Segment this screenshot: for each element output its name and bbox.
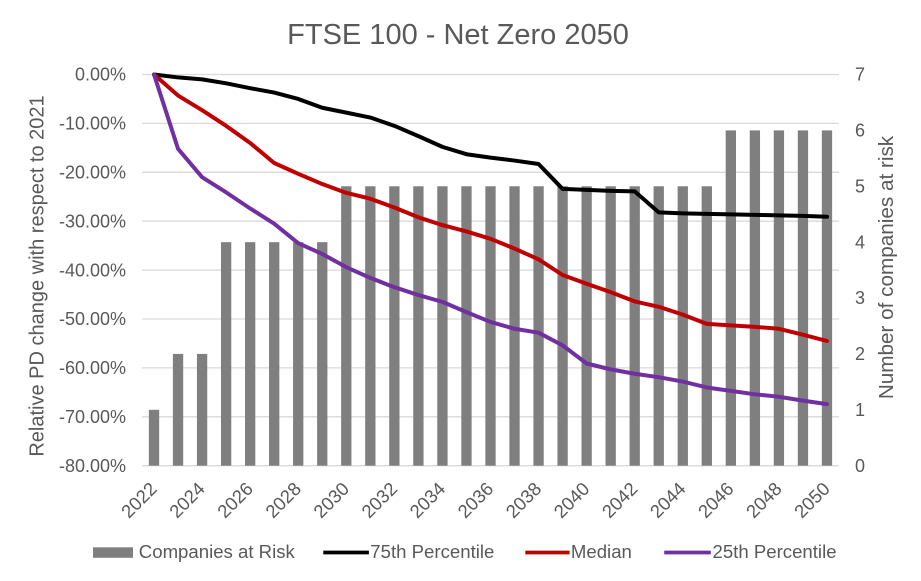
svg-text:3: 3 [855, 288, 865, 308]
svg-text:-20.00%: -20.00% [59, 163, 126, 183]
svg-text:7: 7 [855, 65, 865, 85]
svg-text:-40.00%: -40.00% [59, 260, 126, 280]
svg-text:2048: 2048 [742, 478, 786, 522]
svg-text:2044: 2044 [646, 478, 690, 522]
svg-text:-50.00%: -50.00% [59, 309, 126, 329]
svg-text:2032: 2032 [357, 478, 401, 522]
svg-text:2028: 2028 [261, 478, 305, 522]
svg-text:2040: 2040 [550, 478, 594, 522]
svg-text:-60.00%: -60.00% [59, 358, 126, 378]
svg-text:Companies at Risk: Companies at Risk [139, 541, 296, 562]
svg-text:6: 6 [855, 121, 865, 141]
svg-text:4: 4 [855, 232, 865, 252]
svg-text:75th Percentile: 75th Percentile [370, 541, 494, 562]
svg-text:2: 2 [855, 344, 865, 364]
svg-text:Relative PD change with respec: Relative PD change with respect to 2021 [27, 95, 49, 456]
svg-text:-80.00%: -80.00% [59, 456, 126, 476]
svg-text:2038: 2038 [501, 478, 545, 522]
svg-text:0.00%: 0.00% [75, 65, 126, 85]
svg-text:0: 0 [855, 456, 865, 476]
svg-text:2046: 2046 [694, 478, 738, 522]
svg-text:2042: 2042 [598, 478, 642, 522]
svg-text:Number of companies at risk: Number of companies at risk [875, 135, 898, 399]
svg-text:1: 1 [855, 400, 865, 420]
svg-text:2024: 2024 [165, 478, 209, 522]
svg-text:-70.00%: -70.00% [59, 407, 126, 427]
svg-text:-30.00%: -30.00% [59, 211, 126, 231]
svg-text:-10.00%: -10.00% [59, 114, 126, 134]
svg-text:Median: Median [571, 541, 632, 562]
svg-text:2050: 2050 [790, 478, 834, 522]
svg-text:FTSE 100 - Net Zero 2050: FTSE 100 - Net Zero 2050 [287, 19, 629, 51]
svg-text:5: 5 [855, 176, 865, 196]
svg-text:25th Percentile: 25th Percentile [713, 541, 837, 562]
svg-text:2034: 2034 [405, 478, 449, 522]
svg-text:2026: 2026 [213, 478, 257, 522]
svg-text:2036: 2036 [453, 478, 497, 522]
svg-text:2030: 2030 [309, 478, 353, 522]
svg-text:2022: 2022 [117, 478, 161, 522]
